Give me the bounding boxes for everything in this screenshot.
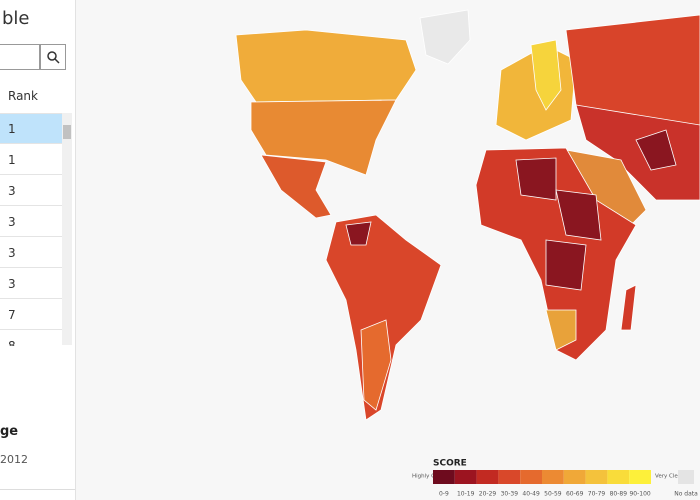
search-input[interactable] xyxy=(0,44,40,70)
section-title: ge xyxy=(0,424,19,439)
legend-title: SCORE xyxy=(433,459,467,469)
libya[interactable] xyxy=(515,157,557,201)
canada[interactable] xyxy=(235,29,417,103)
table-row[interactable]: 3 xyxy=(0,269,62,299)
sudan[interactable] xyxy=(555,189,602,241)
legend-bin-label: 40-49 xyxy=(522,491,540,498)
legend-swatch xyxy=(454,470,477,484)
scandinavia[interactable] xyxy=(530,39,562,111)
legend: SCORE Highly Corrupt Very Clean No data … xyxy=(412,459,698,498)
venezuela[interactable] xyxy=(345,221,372,246)
table-row[interactable]: 3 xyxy=(0,207,62,237)
legend-swatch xyxy=(585,470,608,484)
sidebar-title: ble xyxy=(2,8,30,29)
argentina[interactable] xyxy=(360,319,392,411)
legend-swatch xyxy=(476,470,499,484)
legend-bin-label: 80-89 xyxy=(610,491,628,498)
world-map: SCORE Highly Corrupt Very Clean No data … xyxy=(235,9,700,498)
search-button[interactable] xyxy=(40,44,66,70)
south-america[interactable] xyxy=(325,214,442,421)
greenland[interactable] xyxy=(419,9,471,65)
legend-bin-label: 90-100 xyxy=(629,491,650,498)
section-text: 2012 xyxy=(0,453,28,466)
legend-high-label: Very Clean xyxy=(655,474,685,480)
asia[interactable] xyxy=(575,104,700,201)
southern-africa[interactable] xyxy=(545,309,577,351)
no-data-swatch xyxy=(678,470,694,484)
table-row[interactable]: 3 xyxy=(0,176,62,206)
table-row[interactable]: 1 xyxy=(0,145,62,175)
table-row[interactable]: 3 xyxy=(0,238,62,268)
legend-bin-label: 0-9 xyxy=(439,491,449,498)
legend-swatch xyxy=(542,470,564,484)
table-row[interactable]: 1 xyxy=(0,114,62,144)
legend-low-label: Highly Corrupt xyxy=(412,474,453,480)
legend-swatch xyxy=(607,470,630,484)
legend-bin-label: 10-19 xyxy=(457,491,475,498)
legend-swatch xyxy=(629,470,651,484)
afghanistan[interactable] xyxy=(635,129,677,171)
legend-bin-label: 60-69 xyxy=(566,491,584,498)
madagascar[interactable] xyxy=(620,284,637,331)
column-header[interactable]: Rank xyxy=(8,89,38,103)
search-icon xyxy=(47,51,60,64)
legend-bin-label: 30-39 xyxy=(501,491,519,498)
no-data-label: No data xyxy=(674,491,698,498)
countries xyxy=(235,9,700,421)
scrollbar[interactable] xyxy=(62,113,72,345)
table-row[interactable]: 7 xyxy=(0,300,62,330)
legend-bin-label: 50-59 xyxy=(544,491,562,498)
legend-swatch xyxy=(563,470,586,484)
legend-swatch xyxy=(433,470,455,484)
scroll-thumb[interactable] xyxy=(63,125,71,139)
mexico-central-america[interactable] xyxy=(260,154,332,219)
divider xyxy=(0,489,75,490)
legend-swatch xyxy=(520,470,542,484)
usa[interactable] xyxy=(250,99,397,176)
legend-swatch xyxy=(498,470,521,484)
legend-bin-label: 20-29 xyxy=(479,491,497,498)
table-row[interactable]: 8 xyxy=(0,331,62,346)
congo[interactable] xyxy=(545,239,587,291)
legend-bin-label: 70-79 xyxy=(588,491,606,498)
